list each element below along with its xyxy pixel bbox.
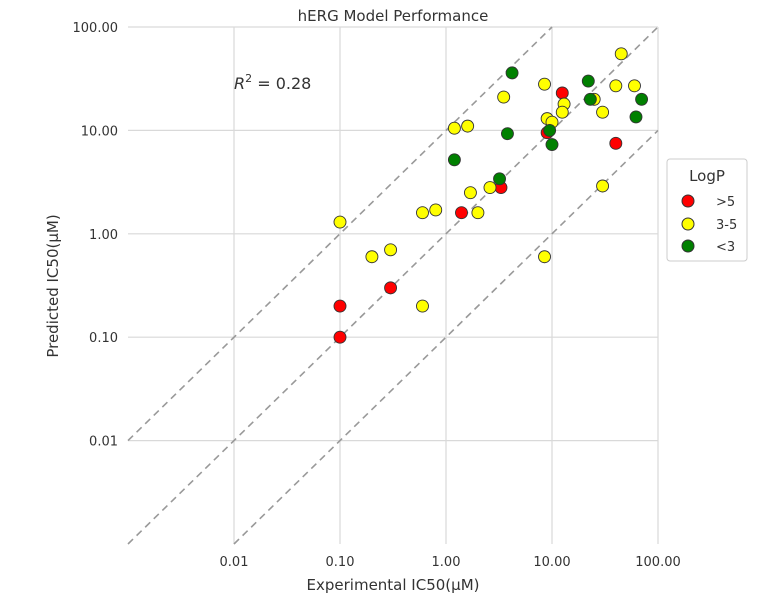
data-point xyxy=(609,79,623,93)
data-point xyxy=(596,105,610,119)
data-point xyxy=(384,243,398,257)
reference-line xyxy=(233,129,659,545)
data-point xyxy=(455,206,468,220)
data-point xyxy=(497,90,511,104)
data-point xyxy=(583,92,597,106)
data-point xyxy=(555,105,569,119)
reference-lines xyxy=(127,26,659,545)
data-point xyxy=(483,181,497,195)
data-point xyxy=(628,79,641,93)
series-group xyxy=(447,66,649,186)
reference-line xyxy=(127,26,659,545)
y-tick-label: 0.10 xyxy=(89,331,118,346)
y-tick-label: 10.00 xyxy=(81,124,118,139)
data-point xyxy=(635,92,649,106)
data-point xyxy=(471,206,485,220)
data-point xyxy=(461,119,475,133)
y-tick-label: 0.01 xyxy=(89,435,118,450)
data-point xyxy=(581,74,595,88)
data-point xyxy=(416,206,429,220)
data-point xyxy=(614,47,628,61)
reference-line xyxy=(127,26,553,442)
data-point xyxy=(501,127,514,141)
r-squared-annotation: R2 = 0.28 xyxy=(234,72,311,93)
data-point xyxy=(333,215,347,229)
y-axis-label: Predicted IC50(μM) xyxy=(44,214,62,357)
data-point xyxy=(555,86,569,100)
data-point xyxy=(543,123,557,137)
y-tick-label: 1.00 xyxy=(89,228,118,243)
legend-title: LogP xyxy=(689,167,725,185)
legend-label-gt5: >5 xyxy=(716,195,735,210)
legend-label-lt3: <3 xyxy=(716,240,735,255)
data-point xyxy=(609,136,623,150)
data-point xyxy=(596,179,610,193)
tick-labels: 0.01 0.10 1.00 10.00 100.00 0.01 0.10 1.00 10.00… xyxy=(73,21,681,570)
legend-marker-3-5 xyxy=(681,217,695,231)
legend-label-3-5: 3-5 xyxy=(716,218,737,233)
data-point xyxy=(629,110,643,124)
x-tick-label: 1.00 xyxy=(432,555,461,570)
legend-box xyxy=(666,158,748,262)
x-tick-label: 0.01 xyxy=(220,555,249,570)
data-point xyxy=(365,250,379,264)
legend: LogP >5 3-5 <3 xyxy=(666,158,748,262)
data-point xyxy=(545,138,559,151)
legend-marker-lt3 xyxy=(681,239,695,253)
data-point xyxy=(416,299,429,313)
x-tick-label: 100.00 xyxy=(635,555,681,570)
chart-title: hERG Model Performance xyxy=(298,7,489,25)
data-point xyxy=(505,66,519,80)
data-point xyxy=(384,281,398,295)
y-tick-label: 100.00 xyxy=(73,21,119,36)
data-point xyxy=(493,172,506,186)
data-point xyxy=(463,186,477,200)
data-point xyxy=(447,121,461,135)
data-points xyxy=(333,47,649,344)
data-point xyxy=(538,77,551,91)
x-tick-label: 0.10 xyxy=(326,555,355,570)
data-point xyxy=(447,153,461,167)
x-tick-label: 10.00 xyxy=(533,555,570,570)
legend-marker-gt5 xyxy=(681,194,695,208)
data-point xyxy=(538,250,551,264)
grid xyxy=(128,26,659,544)
data-point xyxy=(429,203,443,217)
x-axis-label: Experimental IC50(μM) xyxy=(307,576,480,594)
data-point xyxy=(333,330,347,344)
data-point xyxy=(333,299,347,313)
